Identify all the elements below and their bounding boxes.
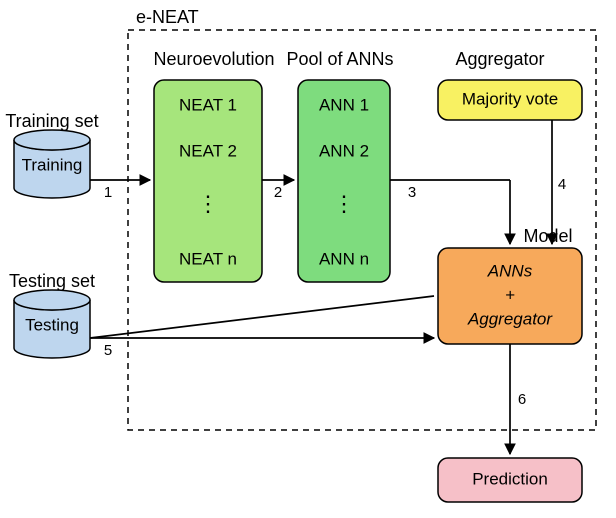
model-line3: Aggregator [467, 309, 553, 328]
arrow-2-label: 2 [274, 184, 282, 201]
testing-db: Testing [14, 290, 90, 358]
aggregator-box-label: Majority vote [462, 89, 558, 108]
arrow-6-label: 6 [518, 391, 526, 408]
model-line2: + [505, 285, 515, 304]
model-label: Model [523, 226, 572, 246]
eneat-label: e-NEAT [136, 7, 199, 27]
neat-ellipsis: ⋮ [197, 191, 219, 216]
header-aggregator: Aggregator [455, 49, 544, 69]
arrow-5-seg1 [90, 296, 434, 338]
prediction-label: Prediction [472, 469, 548, 488]
training-set-label: Training set [5, 111, 98, 131]
arrow-3-label: 3 [408, 184, 416, 201]
neat-item-0: NEAT 1 [179, 95, 237, 114]
arrow-5-label: 5 [104, 342, 112, 359]
arrow-1-label: 1 [104, 184, 112, 201]
ann-item-2: ANN n [319, 249, 369, 268]
neat-item-2: NEAT n [179, 249, 237, 268]
testing-db-label: Testing [25, 315, 79, 334]
testing-set-label: Testing set [9, 271, 95, 291]
arrow-4-label: 4 [558, 176, 566, 193]
training-db: Training [14, 130, 90, 198]
header-neuroevolution: Neuroevolution [153, 49, 274, 69]
training-db-label: Training [22, 155, 83, 174]
ann-ellipsis: ⋮ [333, 191, 355, 216]
header-pool: Pool of ANNs [286, 49, 393, 69]
neat-item-1: NEAT 2 [179, 141, 237, 160]
ann-item-0: ANN 1 [319, 95, 369, 114]
ann-item-1: ANN 2 [319, 141, 369, 160]
model-line1: ANNs [487, 261, 533, 280]
